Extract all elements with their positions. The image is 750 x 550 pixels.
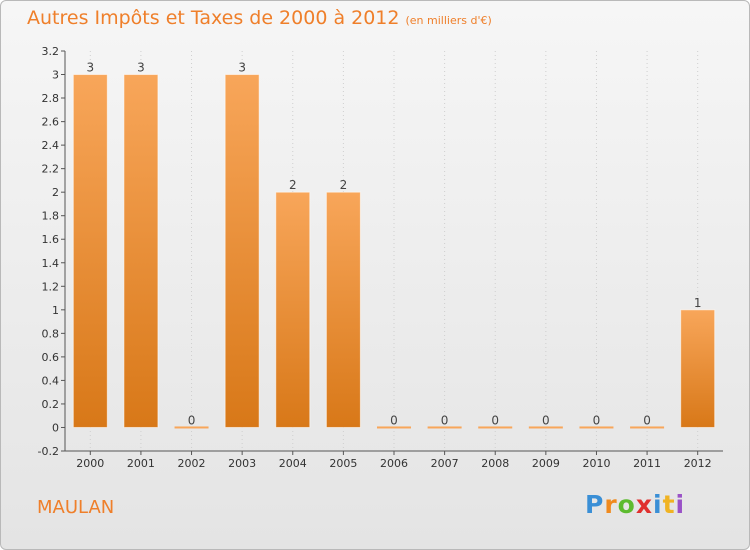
bar xyxy=(275,191,311,428)
data-label: 0 xyxy=(643,413,651,427)
data-label: 3 xyxy=(86,61,94,75)
y-tick-label: 3 xyxy=(52,69,59,82)
y-tick-label: 1 xyxy=(52,304,59,317)
y-tick-label: 1.4 xyxy=(42,257,60,270)
data-label: 0 xyxy=(188,413,196,427)
y-tick-label: 0.6 xyxy=(42,351,60,364)
data-label: 0 xyxy=(491,413,499,427)
x-tick-label: 2012 xyxy=(684,457,712,470)
y-tick-label: 1.8 xyxy=(42,210,60,223)
bar xyxy=(579,426,614,429)
y-axis-guides xyxy=(89,51,699,451)
proxiti-logo: Proxiti xyxy=(585,490,685,519)
bar-series xyxy=(72,74,716,429)
bar xyxy=(528,426,563,429)
chart-subtitle: (en milliers d'€) xyxy=(405,14,492,27)
logo-letter: P xyxy=(585,490,605,519)
y-tick-label: 2 xyxy=(52,186,59,199)
x-tick-label: 2008 xyxy=(481,457,509,470)
y-tick-label: 2.2 xyxy=(42,163,60,176)
chart-title-text: Autres Impôts et Taxes de 2000 à 2012 xyxy=(27,7,400,29)
bar xyxy=(123,74,159,428)
logo-letter: t xyxy=(662,490,676,519)
bar xyxy=(427,426,462,429)
bar xyxy=(630,426,665,429)
bar xyxy=(224,74,260,428)
data-labels: 3 3 0 3 2 2 0 0 0 0 0 0 1 xyxy=(86,61,701,428)
y-tick-label: 2.8 xyxy=(42,92,60,105)
place-name: MAULAN xyxy=(37,497,115,518)
data-label: 3 xyxy=(137,61,145,75)
x-tick-label: 2004 xyxy=(279,457,307,470)
y-tick-label: 3.2 xyxy=(42,45,60,58)
x-tick-label: 2001 xyxy=(127,457,155,470)
bar xyxy=(174,426,209,429)
bar xyxy=(377,426,411,429)
x-tick-label: 2002 xyxy=(178,457,206,470)
logo-letter: i xyxy=(653,490,663,519)
y-tick-label: 1.6 xyxy=(42,233,60,246)
y-tick-label: 2.4 xyxy=(42,139,60,152)
data-label: 2 xyxy=(289,178,297,192)
y-tick-label: 0.2 xyxy=(42,398,60,411)
data-label: 0 xyxy=(593,413,601,427)
y-tick-label: 1.2 xyxy=(42,280,60,293)
bar xyxy=(478,426,513,429)
logo-letter: r xyxy=(604,490,618,519)
x-tick-label: 2009 xyxy=(532,457,560,470)
bar xyxy=(680,309,716,428)
bar xyxy=(72,74,108,428)
x-tick-label: 2003 xyxy=(228,457,256,470)
y-tick-label: 0.8 xyxy=(42,327,60,340)
data-label: 0 xyxy=(390,413,398,427)
x-tick-label: 2005 xyxy=(329,457,357,470)
x-tick-label: 2007 xyxy=(431,457,459,470)
x-tick-label: 2000 xyxy=(76,457,104,470)
logo-letter: o xyxy=(617,490,636,519)
chart-title: Autres Impôts et Taxes de 2000 à 2012 (en… xyxy=(27,7,492,29)
bar xyxy=(325,191,361,428)
x-tick-label: 2010 xyxy=(582,457,610,470)
data-label: 1 xyxy=(694,296,702,310)
y-tick-label: 0.4 xyxy=(42,374,60,387)
data-label: 2 xyxy=(340,178,348,192)
data-label: 3 xyxy=(238,61,246,75)
logo-letter: i xyxy=(675,490,686,519)
x-tick-label: 2006 xyxy=(380,457,408,470)
data-label: 0 xyxy=(441,413,449,427)
y-axis-ticks: -0.2 0 0.2 0.4 0.6 0.8 1 1.2 1.4 1.6 1.8 2 2.2 2.4 2.6… xyxy=(38,45,65,458)
x-tick-label: 2011 xyxy=(633,457,661,470)
x-axis-ticks: 2000 2001 2002 2003 2004 2005 2006 2007 2008 2009… xyxy=(76,451,712,470)
logo-letter: x xyxy=(635,490,653,519)
data-label: 0 xyxy=(542,413,550,427)
y-tick-label: 2.6 xyxy=(42,116,60,129)
y-tick-label: 0 xyxy=(52,421,59,434)
y-tick-label: -0.2 xyxy=(38,445,59,458)
